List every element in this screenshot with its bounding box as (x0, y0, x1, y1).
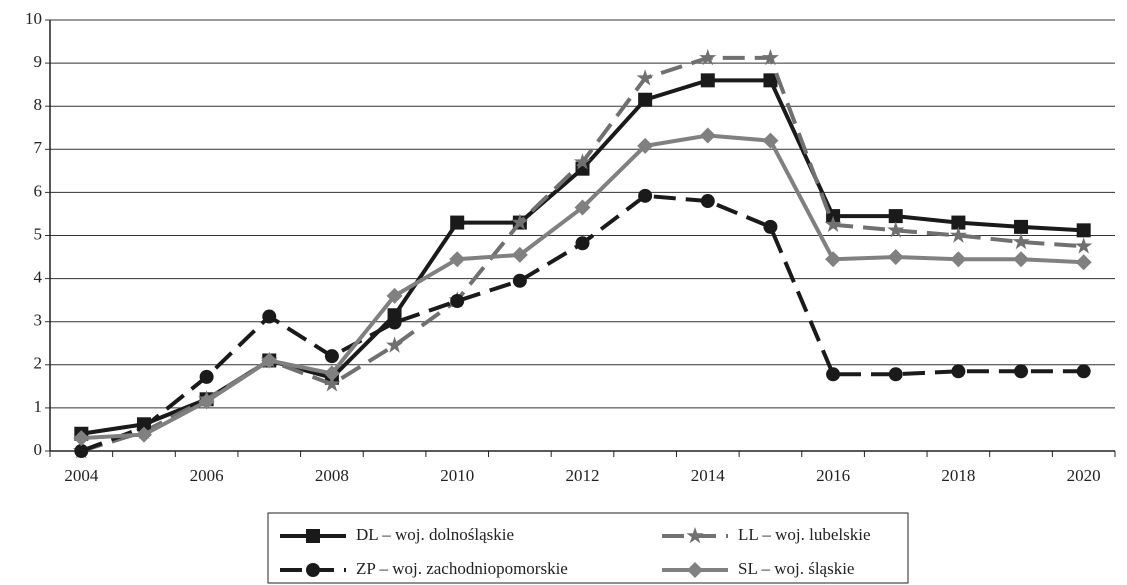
marker (511, 246, 528, 263)
marker (450, 294, 465, 309)
legend-marker (306, 563, 320, 577)
y-tick-label: 4 (34, 268, 43, 287)
marker (323, 365, 340, 382)
y-tick-label: 9 (34, 52, 43, 71)
marker (1014, 219, 1029, 234)
marker (386, 336, 404, 353)
y-tick-label: 0 (34, 440, 43, 459)
marker (637, 137, 654, 154)
legend-marker (686, 527, 704, 544)
legend-marker (687, 562, 703, 578)
series-line (80, 55, 1084, 453)
marker (386, 287, 403, 304)
marker (573, 153, 592, 170)
marker (1014, 364, 1029, 379)
legend-label: ZP – woj. zachodniopomorskie (356, 559, 568, 578)
marker (699, 127, 716, 144)
legend-label: SL – woj. śląskie (738, 559, 854, 578)
legend-label: DL – woj. dolnośląskie (356, 525, 514, 544)
x-tick-label: 2010 (440, 466, 474, 485)
marker (949, 226, 967, 243)
y-tick-label: 8 (34, 95, 43, 114)
x-tick-label: 2016 (816, 466, 850, 485)
y-tick-label: 7 (34, 138, 43, 157)
y-tick-label: 1 (34, 397, 43, 416)
marker (261, 352, 278, 369)
marker (1013, 251, 1030, 268)
x-tick-label: 2004 (64, 466, 99, 485)
x-tick-label: 2006 (190, 466, 224, 485)
marker (826, 367, 841, 382)
x-tick-label: 2012 (566, 466, 600, 485)
marker (574, 199, 591, 216)
marker (888, 209, 903, 224)
marker (951, 364, 966, 379)
marker (762, 132, 779, 149)
marker (262, 309, 277, 324)
marker (1075, 254, 1092, 271)
marker (763, 73, 778, 88)
marker (638, 188, 653, 203)
marker (761, 48, 779, 66)
marker (198, 393, 215, 410)
marker (950, 251, 967, 268)
marker (888, 367, 903, 382)
y-tick-label: 2 (34, 354, 43, 373)
marker (636, 69, 654, 86)
x-tick-label: 2020 (1067, 466, 1101, 485)
y-tick-label: 5 (34, 224, 43, 243)
marker (700, 73, 715, 88)
series-line (81, 133, 1084, 441)
marker (135, 426, 152, 443)
x-tick-label: 2014 (691, 466, 726, 485)
marker (1075, 237, 1093, 254)
marker (73, 430, 90, 447)
marker (638, 92, 653, 107)
marker (511, 213, 529, 230)
marker (512, 273, 527, 288)
marker (763, 219, 778, 234)
marker (450, 215, 465, 230)
marker (449, 251, 466, 268)
marker (199, 369, 214, 384)
marker (387, 315, 402, 330)
x-tick-label: 2018 (941, 466, 975, 485)
marker (700, 194, 715, 209)
marker (825, 251, 842, 268)
marker (324, 349, 339, 364)
marker (887, 221, 905, 238)
marker (887, 249, 904, 266)
marker (1076, 364, 1091, 379)
marker (951, 215, 966, 230)
marker (575, 236, 590, 251)
y-tick-label: 10 (25, 9, 42, 28)
marker (1076, 223, 1091, 238)
marker (699, 48, 717, 66)
y-tick-label: 3 (34, 311, 43, 330)
marker (1012, 233, 1030, 250)
marker (824, 215, 842, 232)
legend-label: LL – woj. lubelskie (738, 525, 871, 544)
marker (74, 444, 89, 458)
legend-marker (306, 529, 320, 543)
x-tick-label: 2008 (315, 466, 349, 485)
y-tick-label: 6 (34, 181, 43, 200)
legend-box (267, 512, 909, 584)
marker (323, 375, 341, 392)
